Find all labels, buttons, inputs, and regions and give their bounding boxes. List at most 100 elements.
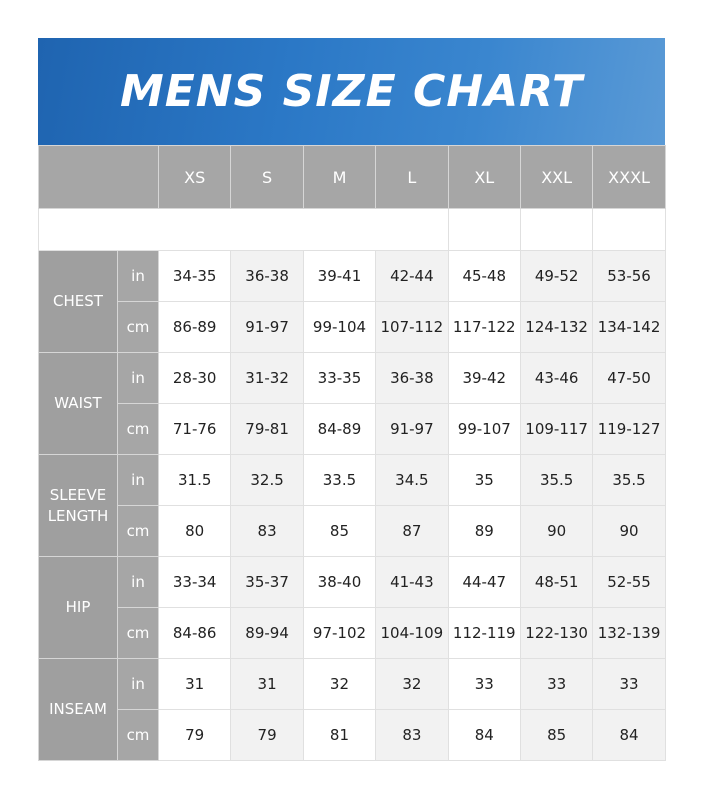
value-cell: 32 xyxy=(375,658,449,710)
value-cell: 31 xyxy=(157,658,232,710)
spacer-cell xyxy=(158,208,231,251)
value-cell: 85 xyxy=(519,709,594,761)
value-cell: 28-30 xyxy=(157,352,232,404)
unit-label: in xyxy=(117,250,159,302)
size-header-m: M xyxy=(302,145,377,209)
unit-label: cm xyxy=(117,505,159,557)
unit-label: in xyxy=(117,556,159,608)
table-row: cm 71-76 79-81 84-89 91-97 99-107 109-117 119-1… xyxy=(39,403,666,455)
value-cell: 84 xyxy=(447,709,521,761)
value-cell: 85 xyxy=(302,505,377,557)
spacer-cell xyxy=(375,208,449,251)
value-cell: 35-37 xyxy=(230,556,304,608)
table-row: CHEST in 34-35 36-38 39-41 42-44 45-48 49-52 53-… xyxy=(38,250,666,353)
value-cell: 33 xyxy=(447,658,521,710)
measurement-label: CHEST xyxy=(38,250,118,353)
unit-label: cm xyxy=(117,301,159,353)
value-cell: 35.5 xyxy=(592,454,666,506)
value-cell: 89-94 xyxy=(230,607,304,659)
measurement-label: SLEEVE LENGTH xyxy=(38,454,118,557)
value-cell: 79-81 xyxy=(230,403,304,455)
size-header-row: XS S M L XL XXL XXXL xyxy=(38,145,666,209)
unit-label: cm xyxy=(117,709,159,761)
unit-label: in xyxy=(117,658,159,710)
value-cell: 87 xyxy=(375,505,449,557)
unit-label: cm xyxy=(117,607,159,659)
value-cell: 49-52 xyxy=(519,250,594,302)
size-header-xs: XS xyxy=(157,145,232,209)
table-row: HIP in 33-34 35-37 38-40 41-43 44-47 48-51 52-55 xyxy=(38,556,666,659)
value-cell: 84-89 xyxy=(302,403,377,455)
value-cell: 39-42 xyxy=(447,352,521,404)
value-cell: 33 xyxy=(519,658,594,710)
value-cell: 99-107 xyxy=(447,403,521,455)
value-cell: 134-142 xyxy=(592,301,666,353)
value-cell: 34.5 xyxy=(375,454,449,506)
value-cell: 43-46 xyxy=(519,352,594,404)
value-cell: 33-35 xyxy=(302,352,377,404)
size-header-s: S xyxy=(230,145,304,209)
value-cell: 91-97 xyxy=(230,301,304,353)
value-cell: 99-104 xyxy=(302,301,377,353)
value-cell: 38-40 xyxy=(302,556,377,608)
spacer-cell xyxy=(447,208,521,251)
unit-label: in xyxy=(117,352,159,404)
size-header-l: L xyxy=(375,145,449,209)
value-cell: 33.5 xyxy=(302,454,377,506)
value-cell: 109-117 xyxy=(519,403,594,455)
value-cell: 86-89 xyxy=(157,301,232,353)
value-cell: 71-76 xyxy=(157,403,232,455)
value-cell: 79 xyxy=(157,709,232,761)
corner-cell xyxy=(38,145,159,209)
value-cell: 119-127 xyxy=(592,403,666,455)
value-cell: 53-56 xyxy=(592,250,666,302)
value-cell: 33-34 xyxy=(157,556,232,608)
spacer-cell xyxy=(592,208,666,251)
spacer-row xyxy=(38,208,666,251)
value-cell: 117-122 xyxy=(447,301,521,353)
value-cell: 39-41 xyxy=(302,250,377,302)
value-cell: 107-112 xyxy=(375,301,449,353)
value-cell: 104-109 xyxy=(375,607,449,659)
value-cell: 36-38 xyxy=(375,352,449,404)
table-row: SLEEVE LENGTH in 31.5 32.5 33.5 34.5 35 35.5 35.… xyxy=(38,454,666,557)
size-header-xl: XL xyxy=(447,145,521,209)
measurement-label: INSEAM xyxy=(38,658,118,761)
value-cell: 31.5 xyxy=(157,454,232,506)
value-cell: 81 xyxy=(302,709,377,761)
value-cell: 44-47 xyxy=(447,556,521,608)
value-cell: 32 xyxy=(302,658,377,710)
value-cell: 79 xyxy=(230,709,304,761)
measurement-label: HIP xyxy=(38,556,118,659)
spacer-cell xyxy=(38,208,159,251)
value-cell: 52-55 xyxy=(592,556,666,608)
unit-label: in xyxy=(117,454,159,506)
table-row: cm 79 79 81 83 84 85 84 xyxy=(39,709,666,761)
value-cell: 42-44 xyxy=(375,250,449,302)
value-cell: 31-32 xyxy=(230,352,304,404)
value-cell: 31 xyxy=(230,658,304,710)
value-cell: 41-43 xyxy=(375,556,449,608)
value-cell: 97-102 xyxy=(302,607,377,659)
size-header-xxl: XXL xyxy=(519,145,594,209)
size-chart-table: XS S M L XL XXL XXXL CHEST in 34-35 36-38 39-41 42-… xyxy=(38,145,666,761)
value-cell: 124-132 xyxy=(519,301,594,353)
value-cell: 90 xyxy=(519,505,594,557)
value-cell: 34-35 xyxy=(157,250,232,302)
value-cell: 35.5 xyxy=(519,454,594,506)
value-cell: 47-50 xyxy=(592,352,666,404)
spacer-cell xyxy=(303,208,376,251)
spacer-cell xyxy=(519,208,594,251)
value-cell: 84-86 xyxy=(157,607,232,659)
value-cell: 132-139 xyxy=(592,607,666,659)
value-cell: 33 xyxy=(592,658,666,710)
value-cell: 36-38 xyxy=(230,250,304,302)
value-cell: 80 xyxy=(157,505,232,557)
value-cell: 122-130 xyxy=(519,607,594,659)
value-cell: 90 xyxy=(592,505,666,557)
table-row: WAIST in 28-30 31-32 33-35 36-38 39-42 43-46 47-… xyxy=(38,352,666,455)
value-cell: 83 xyxy=(230,505,304,557)
value-cell: 45-48 xyxy=(447,250,521,302)
value-cell: 84 xyxy=(592,709,666,761)
table-row: cm 86-89 91-97 99-104 107-112 117-122 124-132 1… xyxy=(39,301,666,353)
